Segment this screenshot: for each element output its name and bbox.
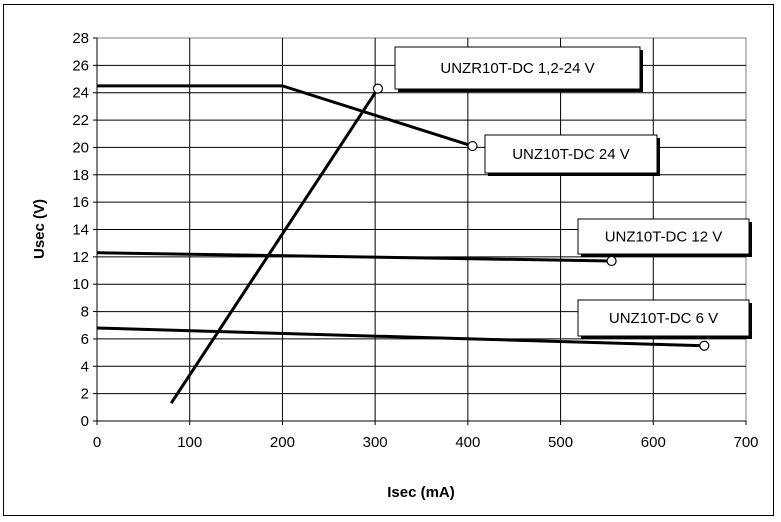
series-end-marker-2: [467, 140, 478, 152]
y-tick-label: 20: [72, 139, 89, 156]
y-tick-label: 14: [72, 222, 89, 239]
y-tick-label: 18: [72, 167, 89, 184]
x-tick-label: 700: [733, 434, 758, 451]
x-tick-label: 600: [641, 434, 666, 451]
y-tick-label: 26: [72, 57, 89, 74]
y-tick-label: 0: [81, 413, 89, 430]
series-end-marker-4: [699, 340, 710, 351]
callout-box: [484, 134, 658, 174]
series-end-marker-3: [606, 255, 617, 267]
y-tick-label: 4: [81, 358, 89, 375]
series-label: UNZ10T-DC 6 V: [609, 310, 718, 327]
callout-box: [577, 218, 750, 255]
series-lines: [96, 84, 705, 405]
series-line-1: [169, 87, 380, 405]
series-label: UNZ10T-DC 12 V: [605, 229, 723, 246]
chart-frame: [3, 4, 774, 516]
y-tick-label: 28: [72, 30, 89, 47]
x-tick-label: 300: [363, 434, 388, 451]
y-tick-label: 12: [72, 249, 89, 266]
y-axis-label: Usec (V): [31, 199, 48, 259]
callout-box: [394, 46, 641, 90]
y-tick-label: 8: [81, 304, 89, 321]
series-line-4: [96, 326, 705, 348]
callout-box: [577, 299, 750, 337]
x-tick-label: 0: [93, 434, 101, 451]
y-tick-label: 10: [72, 276, 89, 293]
x-tick-label: 500: [548, 434, 573, 451]
series-end-markers: [372, 83, 710, 351]
x-tick-labels: 0 100 200 300 400 500 600 700: [93, 434, 759, 451]
series-end-marker-1: [372, 83, 384, 94]
series-label: UNZR10T-DC 1,2-24 V: [440, 60, 594, 77]
y-tick-label: 2: [81, 386, 89, 403]
series-line-3: [96, 251, 612, 263]
x-tick-label: 100: [177, 434, 202, 451]
y-tick-label: 24: [72, 85, 89, 102]
y-tick-label: 16: [72, 194, 89, 211]
series-callouts: UNZR10T-DC 1,2-24 V UNZ10T-DC 24 V UNZ10T-…: [394, 46, 752, 339]
y-tick-label: 6: [81, 331, 89, 348]
y-tick-label: 22: [72, 112, 89, 129]
x-axis-label: Isec (mA): [387, 484, 455, 501]
series-line-2: [97, 84, 473, 148]
x-tick-label: 200: [270, 434, 295, 451]
x-tick-label: 400: [455, 434, 480, 451]
series-label: UNZ10T-DC 24 V: [512, 146, 630, 163]
